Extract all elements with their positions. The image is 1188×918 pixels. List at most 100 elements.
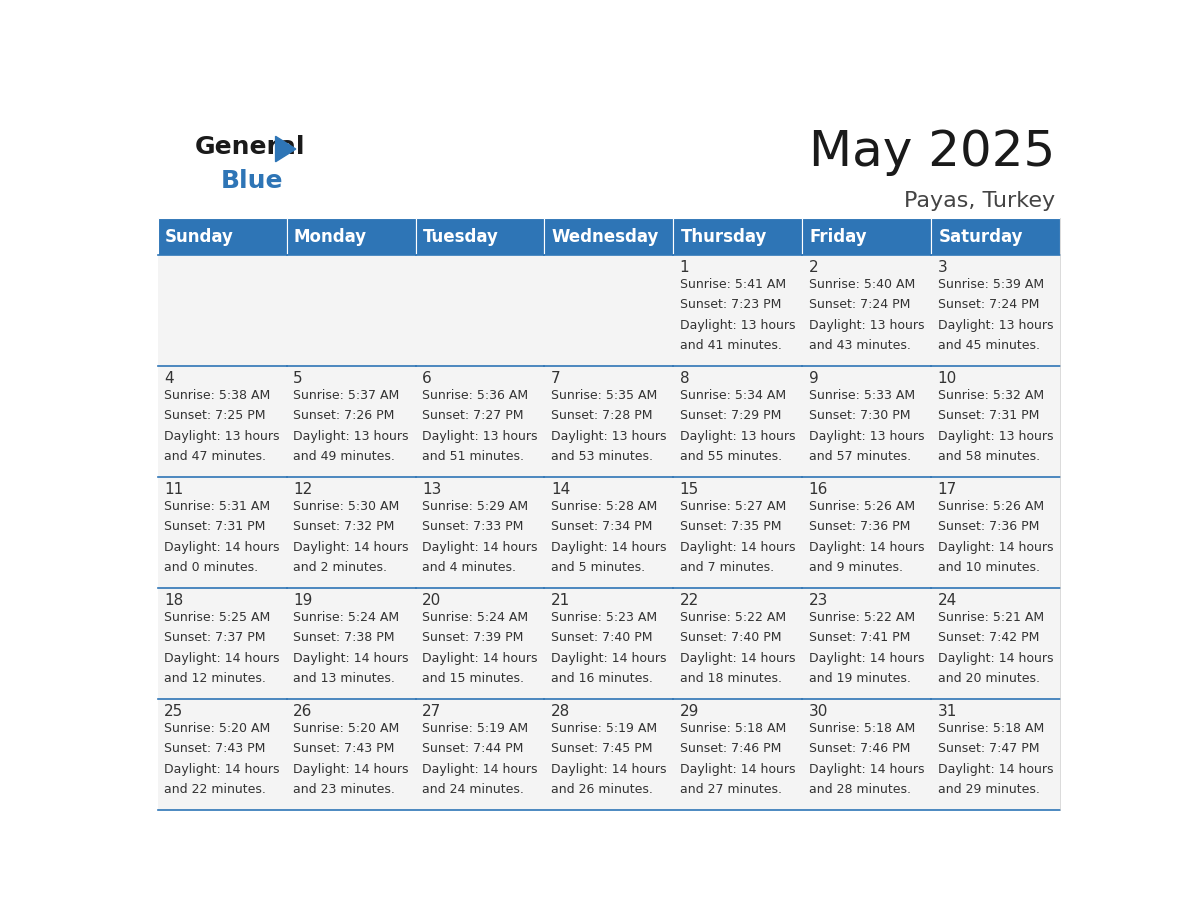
Text: Sunrise: 5:22 AM: Sunrise: 5:22 AM bbox=[680, 610, 786, 623]
Text: 26: 26 bbox=[293, 704, 312, 719]
Text: Sunrise: 5:21 AM: Sunrise: 5:21 AM bbox=[937, 610, 1044, 623]
Text: Sunset: 7:39 PM: Sunset: 7:39 PM bbox=[422, 632, 524, 644]
Text: and 19 minutes.: and 19 minutes. bbox=[809, 672, 910, 685]
Text: 5: 5 bbox=[293, 371, 303, 386]
Text: Sunrise: 5:27 AM: Sunrise: 5:27 AM bbox=[680, 499, 786, 512]
Text: and 43 minutes.: and 43 minutes. bbox=[809, 340, 910, 353]
Bar bbox=[416, 477, 544, 588]
Bar bbox=[158, 218, 286, 255]
Text: and 2 minutes.: and 2 minutes. bbox=[293, 561, 387, 575]
Text: 2: 2 bbox=[809, 260, 819, 275]
Text: Sunrise: 5:18 AM: Sunrise: 5:18 AM bbox=[809, 722, 915, 734]
Text: Daylight: 13 hours: Daylight: 13 hours bbox=[551, 430, 666, 442]
Bar bbox=[674, 218, 802, 255]
Text: Daylight: 13 hours: Daylight: 13 hours bbox=[680, 430, 795, 442]
Text: and 13 minutes.: and 13 minutes. bbox=[293, 672, 394, 685]
Text: 22: 22 bbox=[680, 593, 699, 608]
Text: 30: 30 bbox=[809, 704, 828, 719]
Text: Daylight: 13 hours: Daylight: 13 hours bbox=[680, 319, 795, 331]
Text: Daylight: 14 hours: Daylight: 14 hours bbox=[551, 541, 666, 554]
Text: Sunset: 7:47 PM: Sunset: 7:47 PM bbox=[937, 742, 1040, 756]
Bar bbox=[931, 699, 1060, 810]
Text: Daylight: 13 hours: Daylight: 13 hours bbox=[164, 430, 279, 442]
Text: Sunrise: 5:23 AM: Sunrise: 5:23 AM bbox=[551, 610, 657, 623]
Text: 12: 12 bbox=[293, 482, 312, 497]
Text: Sunrise: 5:36 AM: Sunrise: 5:36 AM bbox=[422, 388, 529, 402]
Text: Sunrise: 5:22 AM: Sunrise: 5:22 AM bbox=[809, 610, 915, 623]
Bar bbox=[286, 699, 416, 810]
Text: Wednesday: Wednesday bbox=[551, 228, 659, 246]
Text: Daylight: 14 hours: Daylight: 14 hours bbox=[551, 763, 666, 776]
Text: Daylight: 14 hours: Daylight: 14 hours bbox=[422, 763, 537, 776]
Text: Sunrise: 5:20 AM: Sunrise: 5:20 AM bbox=[164, 722, 271, 734]
Text: Sunrise: 5:33 AM: Sunrise: 5:33 AM bbox=[809, 388, 915, 402]
Bar bbox=[802, 255, 931, 366]
Text: Daylight: 14 hours: Daylight: 14 hours bbox=[164, 541, 279, 554]
Text: and 57 minutes.: and 57 minutes. bbox=[809, 450, 911, 464]
Text: and 29 minutes.: and 29 minutes. bbox=[937, 783, 1040, 796]
Text: Sunrise: 5:35 AM: Sunrise: 5:35 AM bbox=[551, 388, 657, 402]
Text: and 22 minutes.: and 22 minutes. bbox=[164, 783, 266, 796]
Text: 14: 14 bbox=[551, 482, 570, 497]
Text: and 26 minutes.: and 26 minutes. bbox=[551, 783, 652, 796]
Text: Daylight: 13 hours: Daylight: 13 hours bbox=[937, 319, 1053, 331]
Text: Daylight: 14 hours: Daylight: 14 hours bbox=[809, 763, 924, 776]
Text: Sunset: 7:28 PM: Sunset: 7:28 PM bbox=[551, 409, 652, 422]
Text: Daylight: 13 hours: Daylight: 13 hours bbox=[937, 430, 1053, 442]
Text: 20: 20 bbox=[422, 593, 441, 608]
Bar bbox=[544, 477, 674, 588]
Text: and 15 minutes.: and 15 minutes. bbox=[422, 672, 524, 685]
Bar bbox=[158, 699, 286, 810]
Text: Sunrise: 5:18 AM: Sunrise: 5:18 AM bbox=[937, 722, 1044, 734]
Text: and 24 minutes.: and 24 minutes. bbox=[422, 783, 524, 796]
Text: Sunrise: 5:28 AM: Sunrise: 5:28 AM bbox=[551, 499, 657, 512]
Text: May 2025: May 2025 bbox=[809, 128, 1055, 176]
Text: Blue: Blue bbox=[220, 169, 283, 193]
Text: Sunset: 7:36 PM: Sunset: 7:36 PM bbox=[809, 521, 910, 533]
Text: 21: 21 bbox=[551, 593, 570, 608]
Text: Payas, Turkey: Payas, Turkey bbox=[904, 192, 1055, 211]
Bar bbox=[544, 366, 674, 477]
Text: and 20 minutes.: and 20 minutes. bbox=[937, 672, 1040, 685]
Text: Sunrise: 5:31 AM: Sunrise: 5:31 AM bbox=[164, 499, 271, 512]
Text: Sunset: 7:44 PM: Sunset: 7:44 PM bbox=[422, 742, 524, 756]
Text: Daylight: 14 hours: Daylight: 14 hours bbox=[680, 541, 795, 554]
Text: and 9 minutes.: and 9 minutes. bbox=[809, 561, 903, 575]
Bar bbox=[286, 366, 416, 477]
Text: Tuesday: Tuesday bbox=[423, 228, 499, 246]
Text: 24: 24 bbox=[937, 593, 956, 608]
Text: and 47 minutes.: and 47 minutes. bbox=[164, 450, 266, 464]
Text: and 51 minutes.: and 51 minutes. bbox=[422, 450, 524, 464]
Text: 13: 13 bbox=[422, 482, 441, 497]
Text: and 53 minutes.: and 53 minutes. bbox=[551, 450, 653, 464]
Bar bbox=[674, 366, 802, 477]
Bar bbox=[674, 699, 802, 810]
Text: Sunrise: 5:24 AM: Sunrise: 5:24 AM bbox=[422, 610, 529, 623]
Text: and 49 minutes.: and 49 minutes. bbox=[293, 450, 394, 464]
Text: Sunset: 7:37 PM: Sunset: 7:37 PM bbox=[164, 632, 266, 644]
Text: Sunrise: 5:38 AM: Sunrise: 5:38 AM bbox=[164, 388, 271, 402]
Bar bbox=[158, 255, 286, 366]
Text: Sunset: 7:46 PM: Sunset: 7:46 PM bbox=[680, 742, 782, 756]
Text: 4: 4 bbox=[164, 371, 173, 386]
Text: 11: 11 bbox=[164, 482, 183, 497]
Text: Daylight: 13 hours: Daylight: 13 hours bbox=[809, 430, 924, 442]
Bar bbox=[158, 477, 286, 588]
Bar bbox=[544, 588, 674, 699]
Text: Daylight: 14 hours: Daylight: 14 hours bbox=[680, 763, 795, 776]
Bar bbox=[544, 255, 674, 366]
Bar bbox=[931, 218, 1060, 255]
Bar bbox=[286, 255, 416, 366]
Text: Sunrise: 5:26 AM: Sunrise: 5:26 AM bbox=[937, 499, 1044, 512]
Text: Sunset: 7:29 PM: Sunset: 7:29 PM bbox=[680, 409, 782, 422]
Text: 17: 17 bbox=[937, 482, 956, 497]
Text: Sunset: 7:36 PM: Sunset: 7:36 PM bbox=[937, 521, 1040, 533]
Text: and 18 minutes.: and 18 minutes. bbox=[680, 672, 782, 685]
Text: Sunrise: 5:32 AM: Sunrise: 5:32 AM bbox=[937, 388, 1044, 402]
Bar bbox=[416, 588, 544, 699]
Polygon shape bbox=[276, 136, 296, 162]
Text: Daylight: 14 hours: Daylight: 14 hours bbox=[809, 652, 924, 665]
Bar bbox=[416, 255, 544, 366]
Text: Sunrise: 5:34 AM: Sunrise: 5:34 AM bbox=[680, 388, 786, 402]
Text: Daylight: 14 hours: Daylight: 14 hours bbox=[164, 652, 279, 665]
